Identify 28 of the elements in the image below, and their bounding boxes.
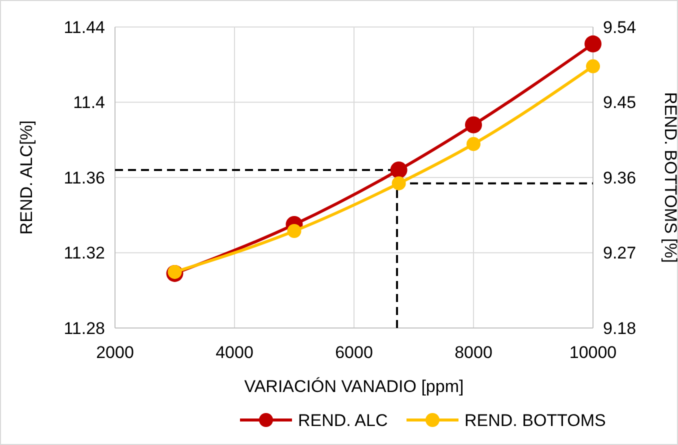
- x-axis-title: VARIACIÓN VANADIO [ppm]: [244, 377, 464, 396]
- y-tick-label: 11.28: [64, 318, 105, 338]
- x-tick-label: 4000: [216, 343, 254, 362]
- y2-axis-title: REND. BOTTOMS [%]: [661, 92, 678, 263]
- y-tick-label: 11.4: [73, 93, 105, 112]
- y-tick-label: 11.44: [64, 18, 105, 37]
- y-axis-title: REND. ALC[%]: [17, 120, 36, 235]
- y2-tick-label: 9.54: [603, 18, 636, 37]
- x-tick-label: 10000: [569, 343, 617, 362]
- y2-tick-label: 9.36: [603, 168, 636, 188]
- point: [465, 116, 482, 134]
- y-tick-label: 11.36: [64, 168, 105, 188]
- y2-tick-label: 9.18: [603, 318, 636, 338]
- legend-label: REND. ALC: [298, 411, 388, 430]
- x-tick-label: 6000: [335, 343, 373, 362]
- legend-label: REND. BOTTOMS: [464, 411, 606, 430]
- point: [586, 59, 600, 74]
- point: [584, 35, 602, 52]
- point: [287, 224, 302, 238]
- x-tick-label: 2000: [96, 343, 134, 362]
- point: [168, 264, 182, 279]
- point: [390, 161, 408, 178]
- y-tick-label: 11.32: [64, 244, 105, 263]
- y2-tick-label: 9.45: [603, 93, 636, 112]
- y2-tick-label: 9.27: [603, 244, 636, 263]
- point: [392, 176, 406, 190]
- point: [466, 137, 480, 152]
- x-tick-label: 8000: [454, 343, 492, 362]
